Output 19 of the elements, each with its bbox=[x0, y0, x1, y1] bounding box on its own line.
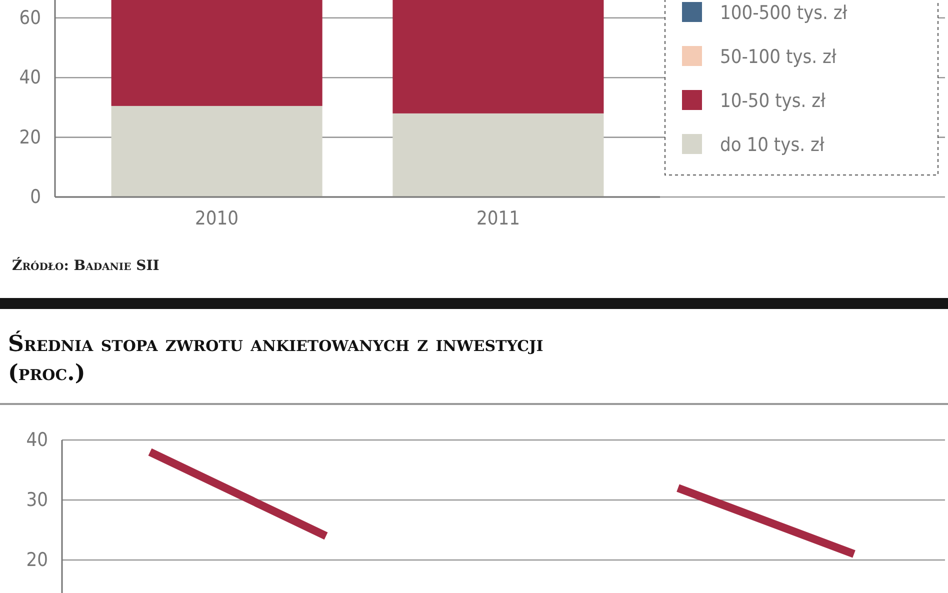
x-tick-label: 2011 bbox=[476, 207, 520, 230]
y-tick-label: 40 bbox=[19, 66, 41, 89]
y-tick-label: 30 bbox=[26, 489, 48, 512]
chart-title: Średnia stopa zwrotu ankietowanych z inwestycji (proc.) bbox=[8, 330, 544, 386]
legend-label: 10-50 tys. zł bbox=[720, 90, 826, 112]
y-tick-label: 20 bbox=[19, 126, 41, 148]
bar bbox=[392, 0, 604, 114]
y-tick-label: 60 bbox=[19, 6, 41, 29]
bar bbox=[392, 113, 604, 197]
bar bbox=[111, 106, 322, 197]
y-tick-label: 20 bbox=[26, 549, 48, 572]
y-tick-label: 40 bbox=[26, 429, 48, 452]
legend-label: do 10 tys. zł bbox=[720, 134, 824, 156]
bar bbox=[111, 0, 322, 106]
legend-label: 50-100 tys. zł bbox=[720, 46, 837, 68]
text: Źródło: Badanie SII bbox=[12, 257, 160, 274]
legend-label: 100-500 tys. zł bbox=[720, 2, 848, 24]
y-tick-label: 0 bbox=[30, 186, 41, 208]
x-tick-label: 2010 bbox=[195, 207, 239, 230]
